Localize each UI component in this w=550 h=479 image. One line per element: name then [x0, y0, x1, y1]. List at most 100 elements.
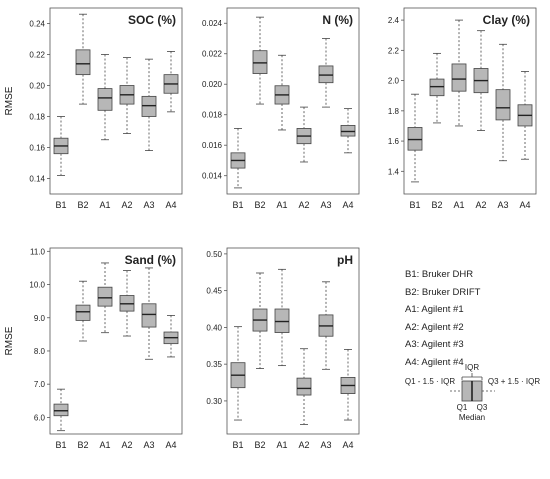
panel-5: 0.30 0.35 0.40 0.45 0.50 pH B1 B2 A1 A2 A3 A4 — [206, 247, 360, 450]
y-tick-label: 0.24 — [29, 20, 45, 29]
panel-title: N (%) — [322, 13, 353, 27]
box-a4 — [163, 315, 179, 358]
x-tick-label: A2 — [298, 200, 309, 210]
x-tick-label: A4 — [165, 440, 176, 450]
panel-frame — [49, 7, 183, 195]
x-tick-label: A4 — [342, 200, 353, 210]
iqr-box — [451, 63, 467, 92]
box-a2 — [119, 57, 135, 134]
x-tick-label: B2 — [77, 440, 88, 450]
y-tick-label: 0.45 — [206, 287, 222, 296]
panel-2: 0.014 0.016 0.018 0.020 0.022 0.024 N (%) B1 B2 A… — [202, 7, 360, 210]
x-tick-label: A2 — [121, 440, 132, 450]
y-tick-label: 0.016 — [202, 141, 223, 150]
y-tick-label: 2.0 — [388, 77, 400, 86]
legend: B1: Bruker DHR B2: Bruker DRIFT A1: Agil… — [405, 266, 545, 372]
y-tick-label: 1.8 — [388, 107, 400, 116]
box-a4 — [340, 349, 356, 421]
iqr-box — [340, 124, 356, 137]
box-b2 — [75, 13, 91, 105]
x-tick-label: B1 — [232, 200, 243, 210]
x-tick-label: B1 — [409, 200, 420, 210]
y-tick-label: 11.0 — [30, 247, 46, 256]
box-a1 — [97, 54, 113, 141]
box-a1 — [97, 262, 113, 334]
iqr-box — [97, 286, 113, 307]
box-a4 — [517, 71, 533, 160]
legend-item-b2: B2: Bruker DRIFT — [405, 286, 481, 298]
box-b2 — [429, 52, 445, 124]
iqr-box — [141, 95, 157, 117]
key-q3-label: Q3 — [477, 403, 488, 412]
box-b2 — [252, 272, 268, 369]
x-tick-label: B2 — [254, 200, 265, 210]
iqr-box — [75, 304, 91, 321]
y-tick-label: 7.0 — [34, 380, 46, 389]
x-tick-label: A2 — [475, 200, 486, 210]
panel-frame — [49, 247, 183, 435]
x-tick-label: A1 — [99, 200, 110, 210]
boxplot-key: IQR Q1 - 1.5 · IQR Q3 + 1.5 · IQR Q1 Q3 … — [405, 363, 540, 422]
box-a1 — [274, 268, 290, 367]
y-tick-label: 0.50 — [206, 250, 222, 259]
x-tick-label: B2 — [431, 200, 442, 210]
box-a3 — [495, 43, 511, 162]
y-tick-label: 10.0 — [29, 281, 45, 290]
legend-item-a1: A1: Agilent #1 — [405, 304, 464, 316]
box-a3 — [141, 267, 157, 360]
box-a4 — [340, 108, 356, 154]
chart-panels: 0.14 0.16 0.18 0.20 0.22 0.24 SOC (%) RMSE B1 B2 A… — [4, 7, 537, 450]
x-tick-label: A3 — [497, 200, 508, 210]
x-tick-label: A3 — [320, 440, 331, 450]
panel-title: SOC (%) — [128, 13, 176, 27]
x-tick-label: A1 — [453, 200, 464, 210]
y-tick-label: 8.0 — [34, 347, 46, 356]
iqr-box — [75, 49, 91, 76]
y-tick-label: 6.0 — [34, 413, 46, 422]
x-tick-label: B1 — [55, 200, 66, 210]
iqr-box — [318, 65, 334, 84]
x-tick-label: A4 — [519, 200, 530, 210]
box-b1 — [230, 128, 246, 189]
box-a1 — [274, 54, 290, 131]
box-b1 — [53, 116, 69, 176]
box-a2 — [296, 106, 312, 163]
panel-1: 0.14 0.16 0.18 0.20 0.22 0.24 SOC (%) RMSE B1 B2 A… — [4, 7, 183, 210]
x-tick-label: A4 — [165, 200, 176, 210]
y-tick-label: 0.22 — [29, 51, 45, 60]
x-tick-label: A2 — [298, 440, 309, 450]
box-a2 — [473, 30, 489, 131]
y-tick-label: 1.4 — [388, 167, 400, 176]
box-b2 — [252, 16, 268, 105]
x-tick-label: B2 — [254, 440, 265, 450]
key-iqr-label: IQR — [465, 363, 479, 372]
y-tick-label: 2.4 — [388, 16, 400, 25]
x-tick-label: A2 — [121, 200, 132, 210]
key-median-label: Median — [459, 413, 485, 422]
x-tick-label: A1 — [276, 440, 287, 450]
iqr-box — [274, 308, 290, 333]
box-a4 — [163, 51, 179, 113]
box-b1 — [230, 326, 246, 421]
key-q1-label: Q1 — [457, 403, 468, 412]
key-lower-whisker-label: Q1 - 1.5 · IQR — [405, 377, 455, 386]
y-tick-label: 0.018 — [202, 111, 223, 120]
panel-3: 1.4 1.6 1.8 2.0 2.2 2.4 Clay (%) B1 B2 A1 A2 A3 A4 — [388, 7, 537, 210]
iqr-box — [495, 89, 511, 121]
y-tick-label: 0.16 — [29, 144, 45, 153]
box-a3 — [318, 281, 334, 370]
iqr-box — [97, 88, 113, 111]
x-tick-label: A3 — [143, 440, 154, 450]
y-tick-label: 0.024 — [202, 19, 223, 28]
x-tick-label: A4 — [342, 440, 353, 450]
box-a3 — [141, 58, 157, 152]
y-tick-label: 2.2 — [388, 46, 400, 55]
y-tick-label: 0.022 — [202, 50, 223, 59]
y-tick-label: 0.020 — [202, 80, 223, 89]
y-tick-label: 0.14 — [29, 175, 45, 184]
panel-frame — [226, 7, 360, 195]
y-tick-label: 0.014 — [202, 172, 223, 181]
y-tick-label: 1.6 — [388, 137, 400, 146]
box-b1 — [407, 93, 423, 183]
box-a2 — [296, 348, 312, 425]
